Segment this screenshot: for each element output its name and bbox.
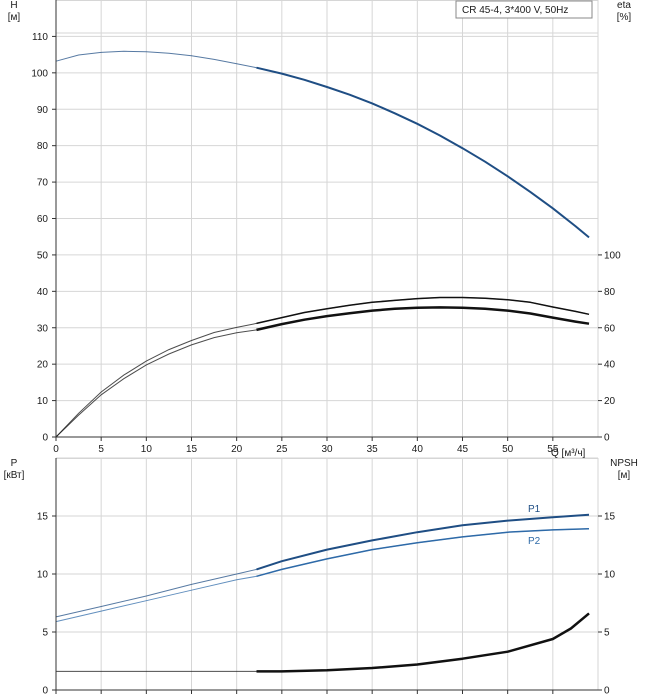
grid: [56, 0, 599, 690]
y-left-tick-label-0-90: 90: [37, 105, 49, 116]
top-y-left-unit: [м]: [8, 12, 21, 23]
curves: [55, 50, 590, 673]
y-left-tick-label-0-80: 80: [37, 141, 49, 152]
y-left-tick-label-0-110: 110: [32, 32, 48, 43]
y-left-tick-label-1-0: 0: [42, 686, 48, 697]
y-right-tick-label-1-10: 10: [604, 570, 616, 581]
curve-eta: [256, 296, 590, 325]
y-left-tick-label-0-0: 0: [42, 433, 48, 444]
curve-H: [256, 66, 590, 239]
y-right-tick-label-0-0: 0: [604, 433, 610, 444]
x-tick-label-0: 0: [53, 444, 59, 455]
y-right-tick-label-0-100: 100: [604, 250, 621, 261]
y-left-tick-label-0-10: 10: [37, 396, 49, 407]
legend-box: [455, 0, 593, 19]
curve-P2-full: [55, 528, 590, 623]
x-tick-label-55: 55: [547, 444, 559, 455]
x-tick-label-5: 5: [98, 444, 104, 455]
curve-NPSH: [256, 612, 590, 673]
curve-H-full: [55, 50, 590, 238]
y-left-tick-label-0-70: 70: [37, 178, 49, 189]
y-left-tick-label-0-30: 30: [37, 323, 49, 334]
top-y-right-title: eta: [617, 0, 631, 11]
y-left-tick-label-1-15: 15: [37, 512, 49, 523]
y-right-tick-label-1-15: 15: [604, 512, 616, 523]
x-tick-label-15: 15: [186, 444, 198, 455]
curve-NPSH-full: [56, 613, 590, 672]
y-left-tick-label-0-50: 50: [37, 250, 49, 261]
x-tick-label-35: 35: [367, 444, 379, 455]
top-y-left-title: H: [10, 0, 17, 11]
curve-etaE-full: [55, 306, 590, 438]
curve-etaE: [256, 306, 590, 332]
y-left-tick-label-0-40: 40: [37, 287, 49, 298]
x-tick-label-10: 10: [141, 444, 153, 455]
x-tick-label-30: 30: [321, 444, 333, 455]
x-tick-label-40: 40: [412, 444, 424, 455]
y-left-tick-label-0-100: 100: [31, 68, 48, 79]
x-tick-label-50: 50: [502, 444, 514, 455]
y-right-tick-label-0-40: 40: [604, 360, 616, 371]
series-label-p2: P2: [528, 536, 541, 547]
top-y-right-unit: [%]: [617, 12, 632, 23]
y-right-tick-label-0-20: 20: [604, 396, 616, 407]
x-axis-title: Q [м³/ч]: [551, 448, 586, 459]
bottom-y-right-title: NPSH: [610, 458, 638, 469]
y-right-tick-label-0-80: 80: [604, 287, 616, 298]
x-tick-label-25: 25: [276, 444, 288, 455]
y-left-tick-label-0-60: 60: [37, 214, 49, 225]
x-tick-label-20: 20: [231, 444, 243, 455]
y-right-tick-label-1-5: 5: [604, 628, 610, 639]
curve-P1-full: [55, 514, 590, 618]
y-right-tick-label-0-60: 60: [604, 323, 616, 334]
labels: H [м] eta [%] Q [м³/ч] P [кВт] NPSH [м] …: [4, 0, 638, 547]
legend: CR 45-4, 3*400 V, 50Hz: [455, 0, 593, 19]
curve-eta-full: [55, 297, 590, 438]
curve-P2: [256, 528, 590, 578]
series-label-p1: P1: [528, 504, 541, 515]
bottom-y-left-unit: [кВт]: [4, 470, 25, 481]
y-left-tick-label-1-10: 10: [37, 570, 49, 581]
legend-text: CR 45-4, 3*400 V, 50Hz: [462, 5, 568, 16]
y-left-tick-label-0-20: 20: [37, 360, 49, 371]
y-left-tick-label-1-5: 5: [42, 628, 48, 639]
bottom-y-left-title: P: [11, 458, 18, 469]
y-right-tick-label-1-0: 0: [604, 686, 610, 697]
x-tick-label-45: 45: [457, 444, 469, 455]
bottom-y-right-unit: [м]: [618, 470, 631, 481]
curve-P1: [256, 513, 590, 571]
